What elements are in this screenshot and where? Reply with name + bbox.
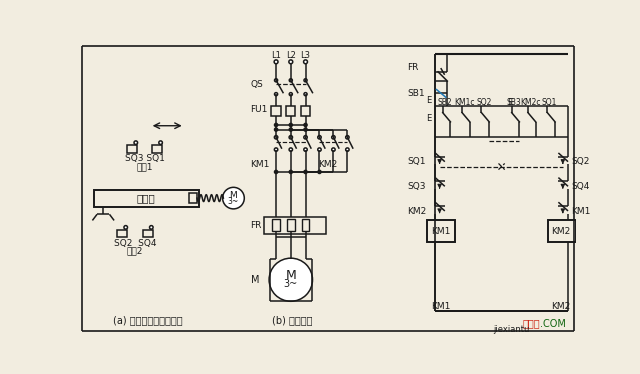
Text: SB1: SB1 <box>407 89 425 98</box>
Text: KM1: KM1 <box>250 160 270 169</box>
Circle shape <box>150 226 153 229</box>
Circle shape <box>346 136 349 139</box>
Circle shape <box>304 79 307 82</box>
Text: SQ3: SQ3 <box>407 182 426 191</box>
Text: E: E <box>427 114 432 123</box>
Text: 接线图: 接线图 <box>522 319 540 329</box>
Text: M: M <box>285 269 296 282</box>
Text: jiexiantu: jiexiantu <box>493 325 529 334</box>
Bar <box>287 219 294 231</box>
Bar <box>286 107 296 116</box>
Text: M: M <box>230 191 237 200</box>
Text: FR: FR <box>407 64 419 73</box>
Bar <box>152 145 162 153</box>
Bar <box>189 193 197 203</box>
Text: 工作台: 工作台 <box>136 193 156 203</box>
Circle shape <box>332 148 335 151</box>
Circle shape <box>275 93 278 96</box>
Text: 位畢2: 位畢2 <box>127 247 143 256</box>
Text: 3~: 3~ <box>284 279 298 289</box>
Text: .COM: .COM <box>540 319 566 329</box>
Text: KM1: KM1 <box>431 302 451 311</box>
Bar <box>548 220 576 242</box>
Text: KM2: KM2 <box>551 227 570 236</box>
Circle shape <box>304 171 307 174</box>
Circle shape <box>289 60 292 64</box>
Text: L1: L1 <box>271 51 281 60</box>
Text: E: E <box>507 98 512 107</box>
Text: SQ2: SQ2 <box>476 98 492 107</box>
Circle shape <box>346 148 349 151</box>
Bar <box>143 230 153 237</box>
Text: SQ2: SQ2 <box>572 157 589 166</box>
Text: E: E <box>427 96 432 105</box>
Circle shape <box>289 136 292 139</box>
Text: L3: L3 <box>301 51 310 60</box>
Circle shape <box>223 187 244 209</box>
Circle shape <box>304 93 307 96</box>
Bar <box>271 107 281 116</box>
Circle shape <box>289 171 292 174</box>
Circle shape <box>275 123 278 126</box>
Circle shape <box>289 148 292 151</box>
Circle shape <box>159 141 163 144</box>
Text: KM1c: KM1c <box>454 98 475 107</box>
Circle shape <box>275 136 278 139</box>
Circle shape <box>332 136 335 139</box>
Text: FR: FR <box>250 221 262 230</box>
Circle shape <box>274 60 278 64</box>
Text: KM1: KM1 <box>572 207 591 216</box>
Circle shape <box>289 123 292 126</box>
Text: SB3: SB3 <box>507 98 522 107</box>
Text: M: M <box>250 275 259 285</box>
Text: SQ1: SQ1 <box>407 157 426 166</box>
Bar <box>301 107 310 116</box>
Text: SQ2  SQ4: SQ2 SQ4 <box>114 239 156 248</box>
Circle shape <box>318 148 321 151</box>
Circle shape <box>289 93 292 96</box>
Bar <box>428 220 455 242</box>
Bar <box>127 145 138 153</box>
Text: (a) 工作自动循环示意图: (a) 工作自动循环示意图 <box>113 315 183 325</box>
Circle shape <box>124 226 127 229</box>
Text: KM2: KM2 <box>551 302 570 311</box>
Bar <box>117 230 127 237</box>
Circle shape <box>269 258 312 301</box>
Bar <box>94 190 198 206</box>
Text: SQ3 SQ1: SQ3 SQ1 <box>125 154 165 163</box>
Circle shape <box>289 79 292 82</box>
Circle shape <box>318 136 321 139</box>
Text: (b) 控制线路: (b) 控制线路 <box>272 316 312 325</box>
Text: QS: QS <box>250 80 263 89</box>
Circle shape <box>275 128 278 131</box>
Text: L2: L2 <box>286 51 296 60</box>
Circle shape <box>304 128 307 131</box>
Text: SQ4: SQ4 <box>572 182 589 191</box>
Circle shape <box>304 148 307 151</box>
Text: SB2: SB2 <box>438 98 452 107</box>
Text: KM2: KM2 <box>318 160 337 169</box>
Circle shape <box>304 136 307 139</box>
Text: 位畢1: 位畢1 <box>137 162 154 171</box>
Circle shape <box>304 123 307 126</box>
Bar <box>264 217 326 234</box>
Text: 3~: 3~ <box>228 197 239 206</box>
Circle shape <box>318 171 321 174</box>
Circle shape <box>275 148 278 151</box>
Text: KM1: KM1 <box>431 227 451 236</box>
Text: KM2c: KM2c <box>520 98 541 107</box>
Bar <box>272 219 280 231</box>
Circle shape <box>134 141 138 144</box>
Circle shape <box>275 79 278 82</box>
Circle shape <box>275 171 278 174</box>
Text: KM2: KM2 <box>407 207 426 216</box>
Bar <box>301 219 309 231</box>
Circle shape <box>303 60 307 64</box>
Text: SQ1: SQ1 <box>542 98 557 107</box>
Circle shape <box>289 128 292 131</box>
Text: FU1: FU1 <box>250 105 268 114</box>
